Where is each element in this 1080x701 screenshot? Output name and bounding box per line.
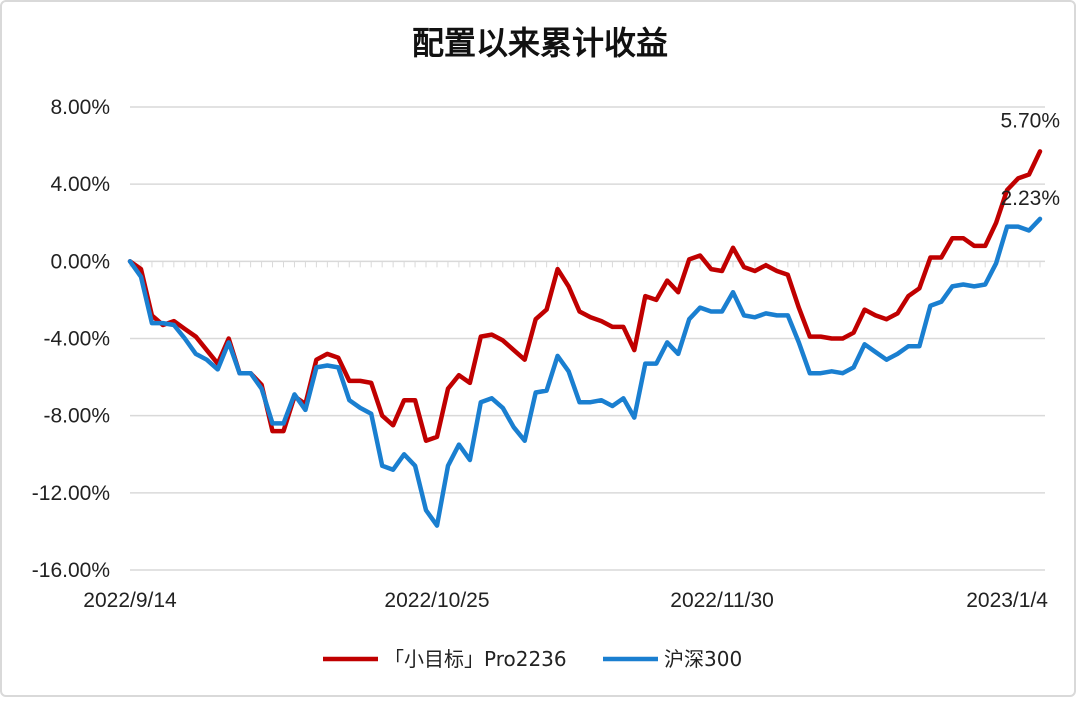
y-tick-label: 4.00% bbox=[50, 173, 110, 196]
legend-label-hs300: 沪深300 bbox=[664, 647, 742, 671]
gridlines bbox=[130, 106, 1045, 571]
x-tick-label: 2023/1/4 bbox=[966, 589, 1048, 612]
chart-title: 配置以来累计收益 bbox=[412, 24, 668, 62]
x-tick-label: 2022/11/30 bbox=[670, 589, 774, 612]
series-line-pro2236 bbox=[127, 149, 1043, 443]
series-line-hs300 bbox=[127, 216, 1043, 528]
legend: 「小目标」Pro2236 沪深300 bbox=[323, 647, 742, 671]
y-tick-label: -8.00% bbox=[43, 405, 110, 428]
end-labels: 5.70% 2.23% bbox=[1000, 109, 1060, 210]
series-lines bbox=[127, 149, 1043, 528]
y-axis: 8.00% 4.00% 0.00% -4.00% -8.00% -12.00% -16.00… bbox=[32, 96, 110, 582]
y-tick-label: 8.00% bbox=[50, 96, 110, 119]
x-tick-label: 2022/10/25 bbox=[384, 589, 489, 612]
legend-label-pro2236: 「小目标」Pro2236 bbox=[384, 647, 567, 671]
y-tick-label: 0.00% bbox=[50, 250, 110, 273]
x-tick-label: 2022/9/14 bbox=[83, 589, 177, 612]
y-tick-label: -4.00% bbox=[43, 328, 110, 351]
end-label-pro2236: 5.70% bbox=[1000, 109, 1060, 132]
x-axis: 2022/9/14 2022/10/25 2022/11/30 2023/1/4 bbox=[83, 260, 1048, 612]
y-tick-label: -12.00% bbox=[32, 482, 110, 505]
y-tick-label: -16.00% bbox=[32, 559, 110, 582]
end-label-hs300: 2.23% bbox=[1000, 187, 1060, 210]
